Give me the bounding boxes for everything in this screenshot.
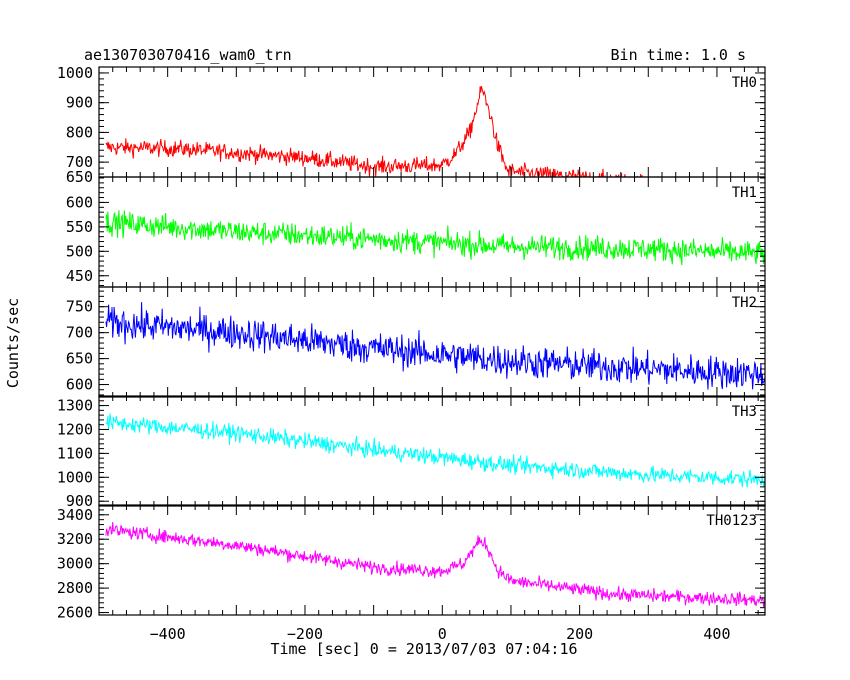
x-tick-label: −400: [150, 625, 186, 643]
panels-group: 700 800 900 1000 650 TH0 450 500 550 600 TH1 600 650…: [57, 64, 766, 643]
y-tick-label: 2800: [57, 579, 93, 597]
y-tick-label: 1300: [57, 397, 93, 415]
x-tick-label: 400: [703, 625, 730, 643]
panel-th1: 450 500 550 600 TH1: [66, 176, 766, 288]
y-tick-label: 900: [66, 492, 93, 510]
panel-th0123: 2600 2800 3000 3200 3400 TH0123: [57, 504, 766, 622]
panel-th3: 900 1000 1100 1200 1300 TH3: [57, 395, 766, 510]
series-line-th0123: [105, 522, 765, 608]
y-tick-label: 3400: [57, 506, 93, 524]
panel-frame: [98, 66, 766, 178]
series-line-th0: [105, 85, 659, 177]
y-tick-label: 3200: [57, 530, 93, 548]
x-tick-label: −200: [287, 625, 323, 643]
y-tick-label: 1200: [57, 420, 93, 438]
x-tick-label: 0: [438, 625, 447, 643]
y-axis-title: Counts/sec: [4, 298, 22, 388]
panel-frame: [98, 286, 766, 398]
y-tick-label: 450: [66, 267, 93, 285]
y-tick-label: 700: [66, 153, 93, 171]
panel-th2: 600 650 700 750 TH2: [66, 286, 766, 398]
y-tick-label: 3000: [57, 555, 93, 573]
y-tick-label: 500: [66, 242, 93, 260]
panel-label-th0123: TH0123: [706, 513, 757, 529]
y-tick-label: 650: [66, 350, 93, 368]
y-tick-label: 1000: [57, 468, 93, 486]
y-tick-label: 650: [66, 168, 93, 186]
bin-time-label: Bin time: 1.0 s: [611, 46, 746, 64]
panel-frame: [98, 395, 766, 507]
y-tick-label: 600: [66, 376, 93, 394]
y-tick-label: 1000: [57, 64, 93, 82]
series-line-th3: [105, 413, 765, 488]
panel-label-th1: TH1: [732, 185, 757, 201]
series-line-th2: [105, 302, 765, 390]
y-tick-label: 600: [66, 193, 93, 211]
x-axis-title: Time [sec] 0 = 2013/07/03 07:04:16: [270, 640, 577, 658]
panel-label-th3: TH3: [732, 404, 757, 420]
panel-frame: [98, 504, 766, 616]
x-tick-label: 200: [566, 625, 593, 643]
y-tick-label: 550: [66, 218, 93, 236]
y-tick-label: 700: [66, 324, 93, 342]
y-tick-label: 2600: [57, 604, 93, 622]
y-tick-label: 800: [66, 123, 93, 141]
series-line-th1: [105, 210, 765, 266]
panel-label-th2: TH2: [732, 295, 757, 311]
y-tick-label: 900: [66, 94, 93, 112]
chart-title: ae130703070416_wam0_trn: [84, 46, 292, 64]
y-tick-label: 750: [66, 298, 93, 316]
y-tick-label: 1100: [57, 444, 93, 462]
panel-label-th0: TH0: [732, 75, 757, 91]
panel-th0: 700 800 900 1000 650 TH0: [57, 64, 766, 186]
